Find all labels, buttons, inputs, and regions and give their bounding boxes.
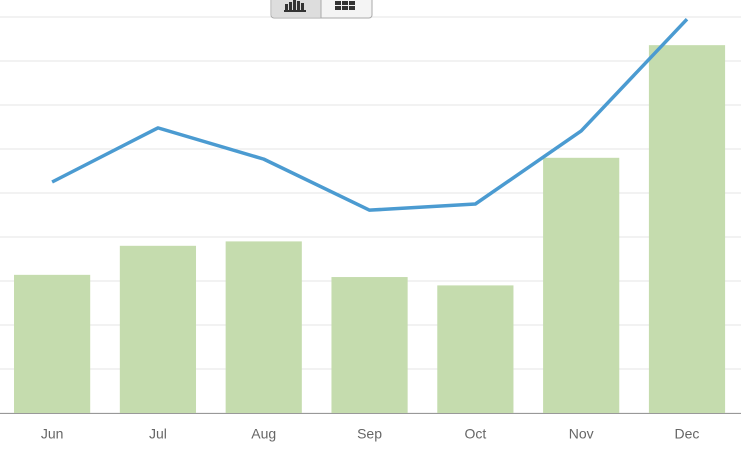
x-tick-label: Jul [149, 426, 167, 442]
toggle-chart-button[interactable] [272, 0, 321, 17]
bar [437, 285, 514, 413]
view-toggle[interactable] [270, 0, 373, 19]
x-tick-label: Nov [569, 426, 594, 442]
line [51, 17, 689, 212]
bar [331, 277, 408, 413]
bar [14, 274, 91, 413]
bar [648, 45, 726, 413]
x-tick-label: Oct [464, 426, 486, 442]
bar [119, 245, 197, 413]
table-icon[interactable] [335, 1, 355, 10]
x-tick-label: Dec [675, 426, 700, 442]
bar [225, 241, 302, 413]
x-tick-label: Jun [41, 426, 64, 442]
x-tick-label: Sep [357, 426, 382, 442]
chart-icon [284, 0, 306, 12]
x-tick-label: Aug [251, 426, 276, 442]
bar [543, 157, 620, 413]
